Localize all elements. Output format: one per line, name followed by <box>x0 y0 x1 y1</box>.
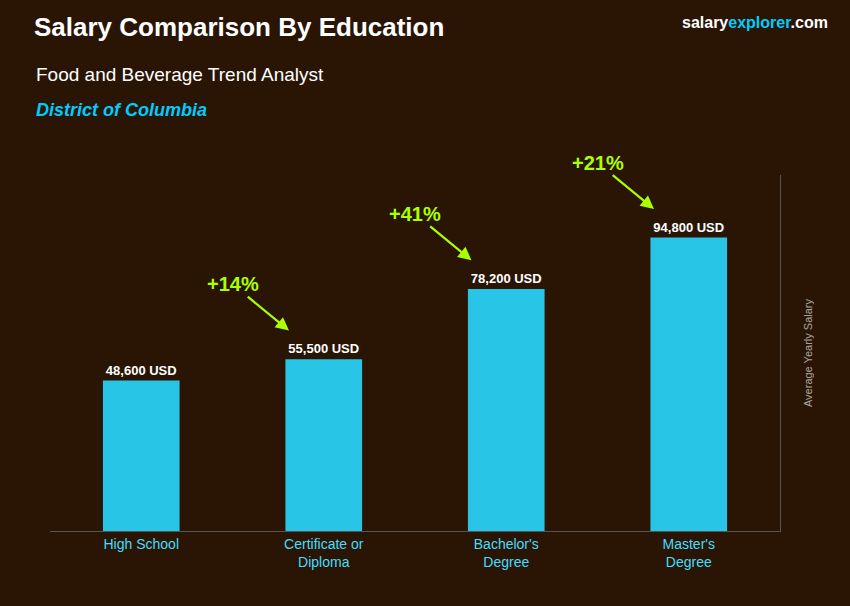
svg-text:Certificate orDiploma: Certificate orDiploma <box>284 536 364 570</box>
svg-text:Food and Beverage Trend Analys: Food and Beverage Trend Analyst <box>36 64 324 85</box>
svg-text:+14%: +14% <box>207 273 259 295</box>
svg-text:Master'sDegree: Master'sDegree <box>663 536 715 570</box>
svg-text:+41%: +41% <box>389 203 441 225</box>
svg-text:Salary Comparison By Education: Salary Comparison By Education <box>34 12 444 42</box>
svg-text:Average Yearly Salary: Average Yearly Salary <box>802 298 814 407</box>
svg-text:48,600 USD: 48,600 USD <box>106 363 177 378</box>
svg-text:94,800 USD: 94,800 USD <box>653 220 724 235</box>
svg-text:salaryexplorer.com: salaryexplorer.com <box>682 14 828 31</box>
svg-text:55,500 USD: 55,500 USD <box>288 341 359 356</box>
svg-text:Bachelor'sDegree: Bachelor'sDegree <box>474 536 539 570</box>
svg-text:78,200 USD: 78,200 USD <box>471 271 542 286</box>
svg-text:District of Columbia: District of Columbia <box>36 100 207 120</box>
svg-text:+21%: +21% <box>572 152 624 174</box>
svg-text:High School: High School <box>104 536 180 552</box>
